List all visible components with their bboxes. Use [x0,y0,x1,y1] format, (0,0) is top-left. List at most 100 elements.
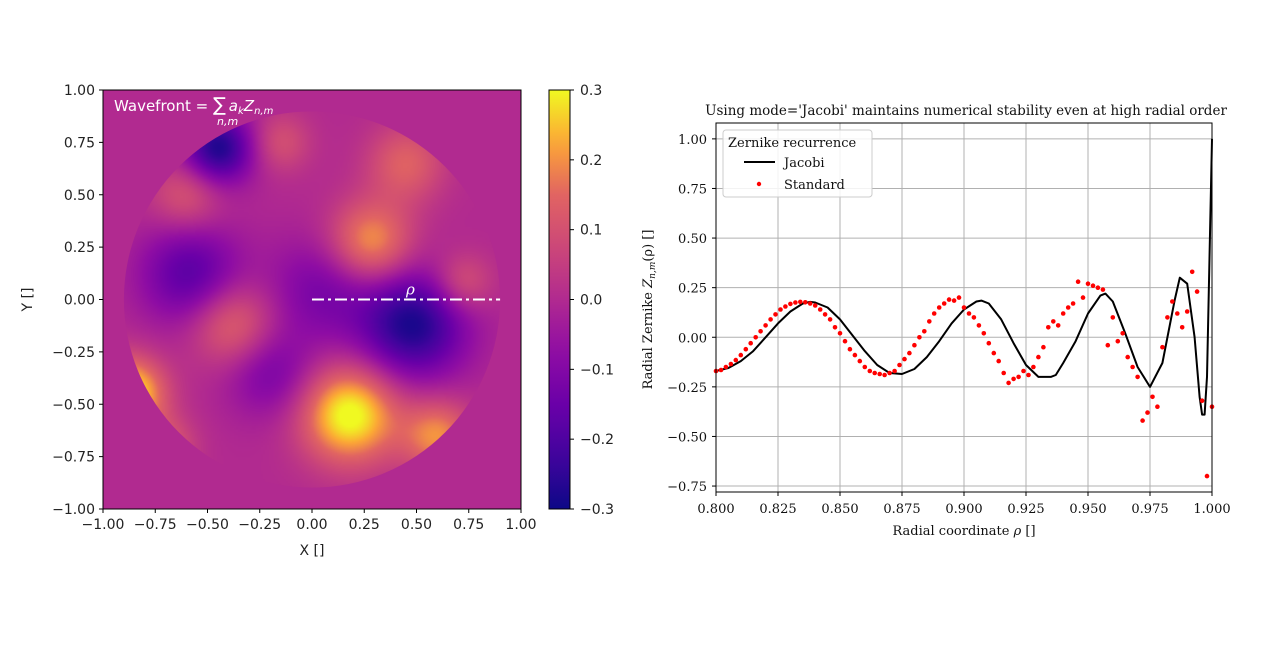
legend-standard-swatch [756,181,762,187]
x-tick-label: 0.75 [453,517,484,533]
wavefront-panel: ρ Wavefront = ∑ akZn,m n,m −1.00 −0.75 −0.5… [20,83,614,559]
standard-point [793,300,798,305]
standard-point [1016,374,1021,380]
standard-point [971,315,977,320]
standard-point [946,297,952,302]
y-tick-label: 0.50 [678,232,707,247]
x-tick-label: 0.800 [697,502,734,517]
standard-point [1165,315,1170,320]
y-tick-label: −0.50 [52,397,95,413]
standard-point [1140,418,1145,423]
standard-point [832,325,838,330]
colorbar-tick-label: −0.3 [580,502,614,518]
y-tick-label: −0.25 [52,345,95,361]
x-tick-label: 1.000 [1193,502,1230,517]
standard-point [857,358,863,364]
standard-point [778,307,783,312]
y-axis-label: Radial Zernike Zn,m(ρ) [] [641,230,658,390]
standard-point [1150,394,1155,400]
standard-point [1041,344,1046,350]
standard-point [1120,331,1125,336]
standard-point [1189,269,1195,275]
y-tick-label: 0.75 [64,135,95,151]
x-tick-label: 0.975 [1131,502,1168,517]
standard-point [758,329,763,334]
x-tick-label: 0.850 [821,502,858,517]
standard-point [1026,372,1031,378]
standard-point [817,307,823,312]
y-tick-label: 1.00 [678,133,707,148]
x-tick-label: 0.25 [349,517,380,533]
x-tick-label: −1.00 [82,517,125,533]
x-tick-label: 0.900 [945,502,982,517]
standard-point [1199,398,1205,404]
standard-point [1051,319,1056,324]
standard-point [837,331,843,336]
standard-point [986,340,992,346]
standard-point [798,299,803,305]
wavefront-formula: Wavefront = ∑ akZn,m [114,94,274,117]
y-tick-label: −0.75 [667,480,707,495]
standard-point [1046,325,1051,330]
x-tick-label: 0.50 [401,517,432,533]
standard-point [941,301,947,306]
sum-index: n,m [217,115,238,128]
y-tick-label: −1.00 [52,502,95,518]
x-tick-label: −0.75 [134,517,177,533]
standard-point [852,352,858,358]
y-tick-label: 0.00 [678,331,707,346]
standard-point [728,361,734,367]
standard-point [753,335,758,340]
standard-point [951,298,957,303]
standard-point [1125,354,1130,360]
standard-point [788,301,793,307]
standard-point [807,301,813,306]
standard-point [1115,338,1121,344]
standard-point [1006,380,1011,386]
chart-title: Using mode='Jacobi' maintains numerical … [705,103,1227,119]
x-ticks: 0.800 0.825 0.850 0.875 0.900 0.925 0.950 0.975… [697,492,1231,517]
standard-point [842,338,848,344]
standard-point [1070,301,1076,306]
standard-point [1001,370,1006,376]
radial-zernike-panel: Using mode='Jacobi' maintains numerical … [641,103,1231,539]
standard-point [1170,299,1175,304]
standard-point [743,346,749,352]
y-tick-label: 0.50 [64,188,95,204]
standard-point [981,331,987,336]
y-tick-label: −0.25 [667,381,707,396]
standard-point [1031,364,1036,370]
standard-point [1100,287,1106,292]
x-tick-label: 0.00 [296,517,327,533]
x-tick-label: 1.00 [505,517,536,533]
standard-point [1021,368,1026,374]
heatmap-y-ticks: 1.00 0.75 0.50 0.25 0.00 −0.25 −0.50 −0.75 −1.00 [52,83,103,518]
colorbar [548,89,571,510]
standard-point [1080,295,1086,300]
y-tick-label: 1.00 [64,83,95,99]
standard-point [1110,315,1116,320]
standard-point [783,304,788,309]
x-axis-label: Radial coordinate ρ [] [892,524,1035,539]
y-ticks: 1.00 0.75 0.50 0.25 0.00 −0.25 −0.50 −0.75 [667,133,716,495]
standard-point [803,300,808,305]
standard-point [718,367,724,373]
standard-point [1055,323,1061,328]
standard-point [847,346,853,352]
standard-point [931,311,937,316]
legend-entry-jacobi: Jacobi [782,156,825,171]
standard-point [768,317,773,322]
colorbar-tick-label: 0.2 [580,153,602,169]
standard-point [1105,342,1111,348]
standard-point [892,368,897,374]
standard-point [991,350,997,356]
x-tick-label: 0.825 [759,502,796,517]
colorbar-tick-label: 0.3 [580,83,602,99]
standard-point [996,358,1001,364]
standard-point [917,335,922,340]
colorbar-tick-label: −0.2 [580,432,614,448]
standard-point [1065,305,1071,310]
standard-point [927,319,932,324]
y-tick-label: 0.25 [678,282,707,297]
